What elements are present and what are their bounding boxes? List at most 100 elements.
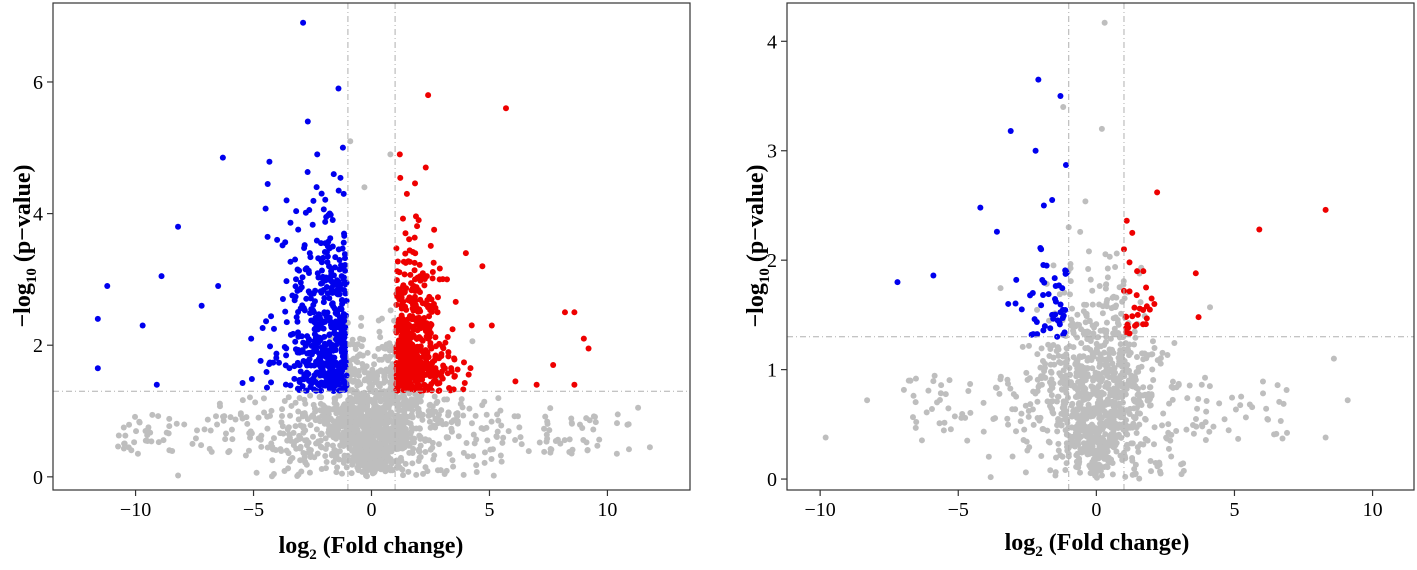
ns-point [343,464,350,471]
ns-point [315,438,322,445]
down-point [282,381,289,388]
x-tick-label: 0 [1091,499,1101,521]
ns-point [383,366,390,373]
y-tick-label: 2 [767,250,777,272]
ns-point [420,470,427,477]
ns-point [547,405,554,412]
ns-point [1038,345,1045,352]
down-point [331,329,338,336]
ns-point [1122,391,1129,398]
down-point [315,323,322,330]
down-point [264,233,271,240]
ns-point [1238,393,1245,400]
ns-point [380,420,387,427]
y-axis-left: 0 2 4 6 [33,72,53,489]
ns-point [1090,377,1097,384]
ns-point [355,458,362,465]
up-point [426,313,433,320]
ns-point [285,424,292,431]
down-point [175,223,182,230]
ns-point [1263,405,1270,412]
up-point [418,362,425,369]
ns-point [1104,265,1111,272]
ns-point [267,412,274,419]
down-point [248,335,255,342]
down-point [329,216,336,223]
up-point [402,250,409,257]
up-point [431,226,438,233]
ns-point [1005,421,1012,428]
down-point [282,362,289,369]
up-point [1143,284,1150,291]
ns-point [402,460,409,467]
down-point [304,362,311,369]
ns-point [335,426,342,433]
up-point [460,359,467,366]
ns-point [1117,347,1124,354]
ns-point [1109,391,1116,398]
up-point [1134,268,1141,275]
down-point [317,316,324,323]
down-point [300,358,307,365]
points-layer [822,19,1351,482]
ns-point [1206,428,1213,435]
ns-point [1135,448,1142,455]
ns-point [490,472,497,479]
ns-point [936,420,943,427]
ns-point [415,447,422,454]
up-point [393,245,400,252]
ns-point [1082,319,1089,326]
down-point [1007,128,1014,135]
ns-point [380,379,387,386]
ns-point [1160,410,1167,417]
down-point [270,359,277,366]
ns-point [194,427,201,434]
ns-point [993,384,1000,391]
ns-point [1060,353,1067,360]
ns-point [404,400,411,407]
down-point [294,385,301,392]
down-point [279,296,286,303]
ns-point [481,459,488,466]
down-point [296,267,303,274]
ns-point [1021,426,1028,433]
ns-point [481,398,488,405]
up-point [467,365,474,372]
down-point [1029,290,1036,297]
ns-point [466,405,473,412]
up-point [1195,314,1202,321]
ns-point [1206,383,1213,390]
ns-point [1061,416,1068,423]
ns-point [336,456,343,463]
ns-point [438,407,445,414]
ns-point [1094,448,1101,455]
y-tick-label: 6 [33,72,43,94]
down-point [283,352,290,359]
ns-point [378,315,385,322]
ns-point [1034,415,1041,422]
down-point [341,280,348,287]
up-point [394,258,401,265]
ns-point [155,413,162,420]
up-point [406,236,413,243]
down-point [312,287,319,294]
ns-point [353,358,360,365]
ns-point [481,449,488,456]
ns-point [166,415,173,422]
up-point [451,355,458,362]
ns-point [192,435,199,442]
down-point [339,144,346,151]
up-point [399,215,406,222]
ns-point [287,437,294,444]
ns-point [305,439,312,446]
ns-point [497,407,504,414]
ns-point [1259,378,1266,385]
ns-point [424,468,431,475]
up-point [410,373,417,380]
down-point [329,367,336,374]
ns-point [518,441,525,448]
ns-point [1009,453,1016,460]
down-point [330,171,337,178]
ns-point [1114,388,1121,395]
down-point [1060,331,1067,338]
